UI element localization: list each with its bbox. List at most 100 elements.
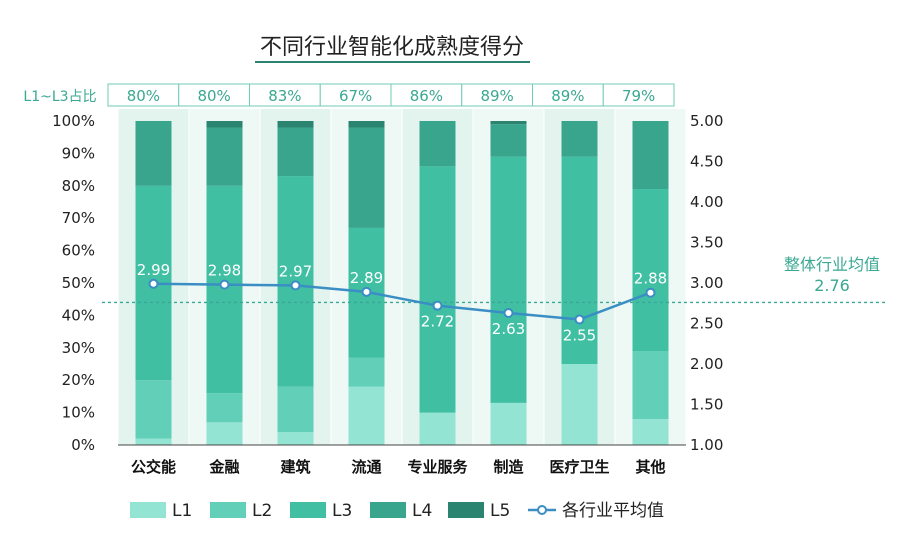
average-value-label: 2.98 — [208, 262, 241, 280]
average-point — [290, 280, 301, 291]
l1-l3-row: 80% 80% 83% 67% 86% 89% 89% 79% — [107, 83, 675, 107]
bar-segment-l4 — [419, 121, 456, 167]
stacked-bars — [135, 121, 669, 445]
chart-title: 不同行业智能化成熟度得分 — [260, 35, 524, 60]
bar-segment-l5 — [348, 121, 385, 128]
bar-segment-l1 — [348, 386, 385, 445]
l1-l3-value: 80% — [127, 87, 160, 105]
legend-label: L4 — [412, 501, 432, 521]
legend-label: 各行业平均值 — [562, 501, 664, 521]
bar-segment-l2 — [135, 380, 172, 439]
average-point — [219, 279, 230, 290]
average-value-label: 2.55 — [563, 326, 596, 344]
bar-segment-l4 — [348, 127, 385, 228]
category-label: 建筑 — [280, 458, 310, 476]
industry-average-line: 2.99 2.98 2.97 2.89 2.72 2.63 2.55 2.88 — [137, 261, 667, 345]
category-label: 流通 — [351, 458, 381, 476]
average-point — [503, 307, 514, 318]
l1-l3-value: 80% — [197, 87, 230, 105]
category-label: 其他 — [635, 458, 665, 476]
right-axis: 1.00 1.50 2.00 2.50 3.00 3.50 4.00 4.50 5.00 — [690, 112, 723, 454]
average-value-label: 2.63 — [492, 320, 525, 338]
overall-average-value: 2.76 — [814, 276, 850, 295]
bar-segment-l2 — [632, 351, 669, 420]
bar-segment-l4 — [561, 121, 598, 157]
bar-segment-l4 — [206, 127, 243, 186]
category-labels: 公交能 金融 建筑 流通 专业服务 制造 医疗卫生 其他 — [131, 458, 666, 476]
average-point — [645, 287, 656, 298]
bar-segment-l1 — [490, 402, 527, 445]
right-tick-label: 4.50 — [690, 153, 723, 171]
left-axis: 0% 10% 20% 30% 40% 50% 60% 70% 80% 90% 100% — [52, 112, 95, 454]
average-value-label: 2.88 — [634, 270, 667, 288]
left-tick-label: 20% — [62, 371, 95, 389]
bar-segment-l1 — [206, 422, 243, 445]
bar-segment-l5 — [277, 121, 314, 128]
bar-segment-l5 — [490, 121, 527, 125]
category-label: 制造 — [493, 458, 523, 476]
legend: L1 L2 L3 L4 L5 各行业平均值 — [130, 501, 664, 521]
bar-segment-l4 — [277, 127, 314, 177]
left-tick-label: 0% — [71, 436, 95, 454]
category-label: 专业服务 — [407, 458, 468, 476]
category-label: 公交能 — [131, 458, 176, 476]
average-value-label: 2.89 — [350, 269, 383, 287]
left-tick-label: 100% — [52, 112, 95, 130]
right-tick-label: 3.00 — [690, 274, 723, 292]
l1-l3-cell — [602, 83, 675, 107]
left-tick-label: 10% — [62, 404, 95, 422]
bar-segment-l4 — [490, 124, 527, 157]
bar-segment-l4 — [135, 121, 172, 186]
bar-segment-l2 — [206, 393, 243, 423]
left-tick-label: 70% — [62, 209, 95, 227]
bar-segment-l3 — [561, 156, 598, 364]
right-tick-label: 1.50 — [690, 396, 723, 414]
average-point — [361, 286, 372, 297]
bar-segment-l3 — [419, 166, 456, 413]
bar-segment-l2 — [277, 386, 314, 433]
legend-swatch-l3 — [290, 502, 326, 518]
bar-segment-l3 — [632, 189, 669, 352]
bar-segment-l1 — [561, 364, 598, 445]
legend-swatch-l1 — [130, 502, 166, 518]
legend-swatch-l2 — [210, 502, 246, 518]
left-tick-label: 90% — [62, 144, 95, 162]
right-tick-label: 3.50 — [690, 234, 723, 252]
average-point — [574, 314, 585, 325]
average-value-label: 2.99 — [137, 261, 170, 279]
bar-segment-l1 — [632, 419, 669, 445]
average-point — [148, 278, 159, 289]
legend-swatch-l4 — [370, 502, 406, 518]
bar-segment-l1 — [277, 432, 314, 445]
l1-l3-value: 89% — [480, 87, 513, 105]
bar-segment-l2 — [348, 357, 385, 387]
legend-swatch-l5 — [448, 502, 484, 518]
right-tick-label: 1.00 — [690, 436, 723, 454]
category-label: 医疗卫生 — [549, 458, 609, 476]
bar-segment-l1 — [419, 412, 456, 445]
legend-label: L2 — [252, 501, 272, 521]
l1-l3-value: 79% — [622, 87, 655, 105]
l1-l3-value: 67% — [339, 87, 372, 105]
overall-average-label: 整体行业均值 — [784, 255, 880, 274]
legend-label: L3 — [332, 501, 352, 521]
average-point — [432, 300, 443, 311]
bar-segment-l4 — [632, 121, 669, 190]
l1-l3-row-label: L1~L3占比 — [23, 89, 96, 105]
right-tick-label: 5.00 — [690, 112, 723, 130]
bar-segment-l5 — [206, 121, 243, 128]
average-value-label: 2.97 — [279, 262, 312, 280]
right-tick-label: 4.00 — [690, 193, 723, 211]
l1-l3-value: 89% — [551, 87, 584, 105]
legend-label: L5 — [490, 501, 510, 521]
right-tick-label: 2.00 — [690, 355, 723, 373]
left-tick-label: 80% — [62, 177, 95, 195]
category-bands — [118, 109, 686, 445]
left-tick-label: 30% — [62, 339, 95, 357]
legend-label: L1 — [172, 501, 192, 521]
legend-line-marker — [537, 505, 547, 515]
bar-segment-l3 — [490, 156, 527, 403]
average-value-label: 2.72 — [421, 313, 454, 331]
right-tick-label: 2.50 — [690, 315, 723, 333]
l1-l3-value: 83% — [268, 87, 301, 105]
